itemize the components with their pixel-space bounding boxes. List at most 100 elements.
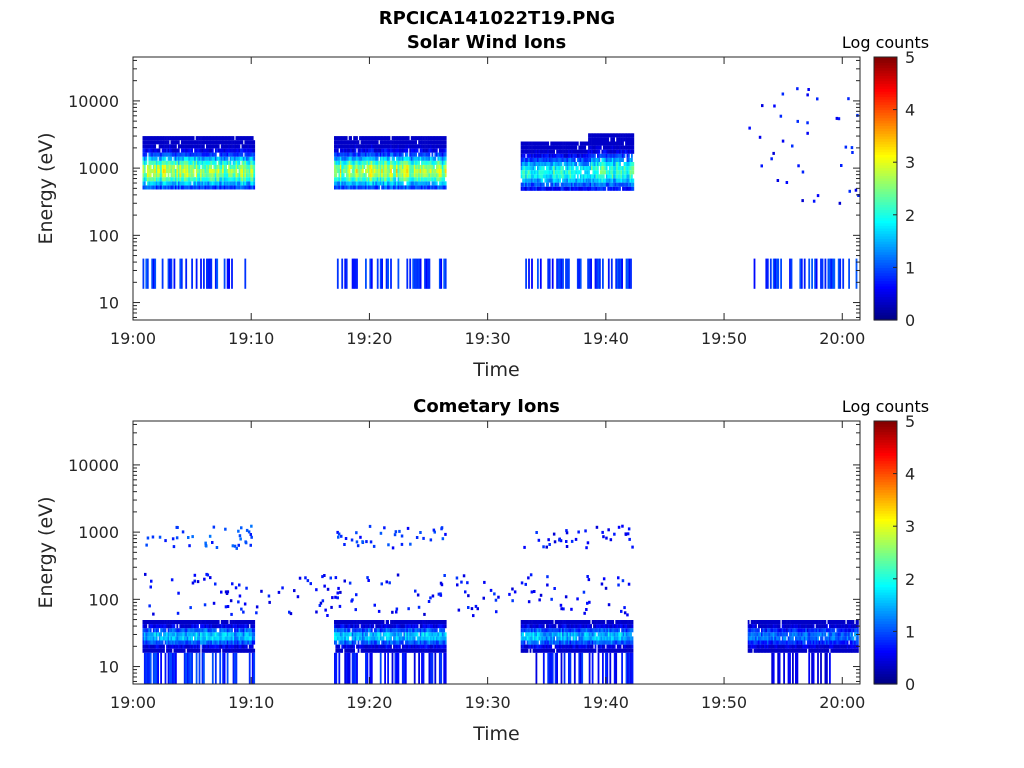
spectrogram-cell — [565, 186, 567, 191]
spectrogram-cell — [554, 644, 557, 649]
colorbar-segment — [874, 317, 897, 321]
spectrogram-cell — [435, 152, 438, 157]
spectrogram-cell — [572, 141, 575, 146]
spectrogram-cell — [619, 153, 621, 158]
spectrogram-cell — [198, 632, 201, 637]
spectrogram-cell — [589, 149, 592, 154]
spectrogram-cell — [209, 144, 211, 149]
low-energy-stripe — [848, 258, 850, 289]
spectrogram-cell — [421, 632, 423, 637]
spectrogram-cell — [232, 185, 235, 190]
spectrogram-cell — [755, 644, 757, 649]
spectrogram-cell — [180, 164, 183, 169]
spectrogram-cell — [241, 181, 244, 186]
spectrogram-cell — [169, 152, 171, 157]
spectrogram-cell — [581, 640, 584, 645]
spectrogram-cell — [207, 620, 210, 625]
spectrogram-cell — [613, 133, 615, 138]
spectrogram-cell — [419, 644, 422, 649]
spectrogram-cell — [167, 177, 170, 182]
low-energy-stripe — [418, 258, 420, 289]
spectrogram-cell — [391, 177, 394, 182]
spectrogram-cell — [394, 164, 397, 169]
spectrogram-cell — [428, 632, 431, 637]
spectrogram-cell — [186, 152, 189, 157]
spectrogram-cell — [375, 640, 378, 645]
spectrogram-cell — [617, 174, 620, 179]
spectrogram-cell — [587, 636, 589, 641]
spectrogram-cell — [359, 152, 361, 157]
spectrogram-cell — [545, 166, 548, 171]
spectrogram-cell — [413, 144, 416, 149]
spectrogram-cell — [203, 640, 205, 645]
spectrogram-cell — [394, 644, 397, 649]
low-energy-stripe — [412, 258, 415, 289]
spectrogram-cell — [384, 152, 386, 157]
spectrogram-cell — [409, 185, 412, 190]
spectrogram-cell — [217, 644, 220, 649]
spectrogram-cell — [437, 636, 440, 641]
low-energy-stripe — [444, 258, 447, 289]
spectrogram-cell — [170, 164, 173, 169]
spectrogram-cell — [169, 164, 171, 169]
spectrogram-cell — [597, 624, 600, 629]
spectrogram-cell — [210, 140, 213, 145]
spectrogram-cell — [551, 141, 554, 146]
spectrogram-cell — [248, 152, 251, 157]
spectrogram-cell — [560, 149, 563, 154]
spectrogram-cell — [628, 186, 630, 191]
spectrogram-cell — [228, 169, 230, 174]
spectrogram-cell — [538, 153, 541, 158]
spectrogram-cell — [210, 185, 213, 190]
spectrogram-cell — [626, 141, 629, 146]
spectrogram-cell — [247, 169, 250, 174]
spectrogram-cell — [251, 632, 254, 637]
spectrogram-cell — [356, 152, 358, 157]
spectrogram-cell — [362, 140, 364, 145]
spectrogram-cell — [369, 177, 372, 182]
spectrogram-cell — [551, 149, 554, 154]
spectrogram-cell — [522, 174, 524, 179]
colorbar-tick-label: 4 — [905, 101, 915, 120]
spectrogram-cell — [419, 152, 422, 157]
spectrogram-cell — [157, 640, 159, 645]
spectrogram-cell — [369, 644, 372, 649]
spectrogram-cell — [375, 160, 378, 165]
spectrogram-cell — [537, 628, 539, 633]
spectrogram-cell — [393, 164, 395, 169]
low-energy-stripe — [385, 258, 388, 289]
spectrogram-cell — [588, 153, 590, 158]
spectrogram-cell — [169, 185, 171, 190]
spectrogram-cell — [336, 169, 339, 174]
spectrogram-cell — [390, 644, 392, 649]
spectrogram-cell — [183, 181, 186, 186]
spectrogram-cell — [220, 148, 223, 153]
spectrogram-cell — [206, 648, 208, 653]
spectrogram-cell — [559, 166, 561, 171]
spectrogram-cell — [155, 156, 158, 161]
spectrogram-cell — [370, 173, 373, 178]
spectrogram-cell — [422, 164, 425, 169]
spectrogram-cell — [526, 644, 529, 649]
spectrogram-cell — [253, 144, 256, 149]
spectrogram-cell — [525, 644, 527, 649]
spectrogram-cell — [247, 160, 250, 165]
spectrogram-cell — [602, 624, 604, 629]
spectrogram-cell — [585, 153, 588, 158]
spectrogram-cell — [421, 156, 423, 161]
spectrogram-cell — [335, 177, 338, 182]
spectrogram-cell — [406, 140, 409, 145]
spectrogram-cell — [421, 169, 423, 174]
spectrogram-cell — [588, 644, 591, 649]
spectrogram-cell — [172, 636, 174, 641]
spectrogram-cell — [347, 628, 350, 633]
spectrogram-cell — [430, 148, 432, 153]
spectrogram-cell — [569, 624, 572, 629]
spectrogram-cell — [161, 156, 164, 161]
spectrogram-cell — [183, 136, 186, 141]
spectrogram-cell — [619, 182, 621, 187]
spectrogram-cell — [608, 133, 611, 138]
spectrogram-cell — [437, 169, 440, 174]
low-energy-stripe — [789, 258, 791, 289]
sparse-count-point — [838, 201, 842, 205]
